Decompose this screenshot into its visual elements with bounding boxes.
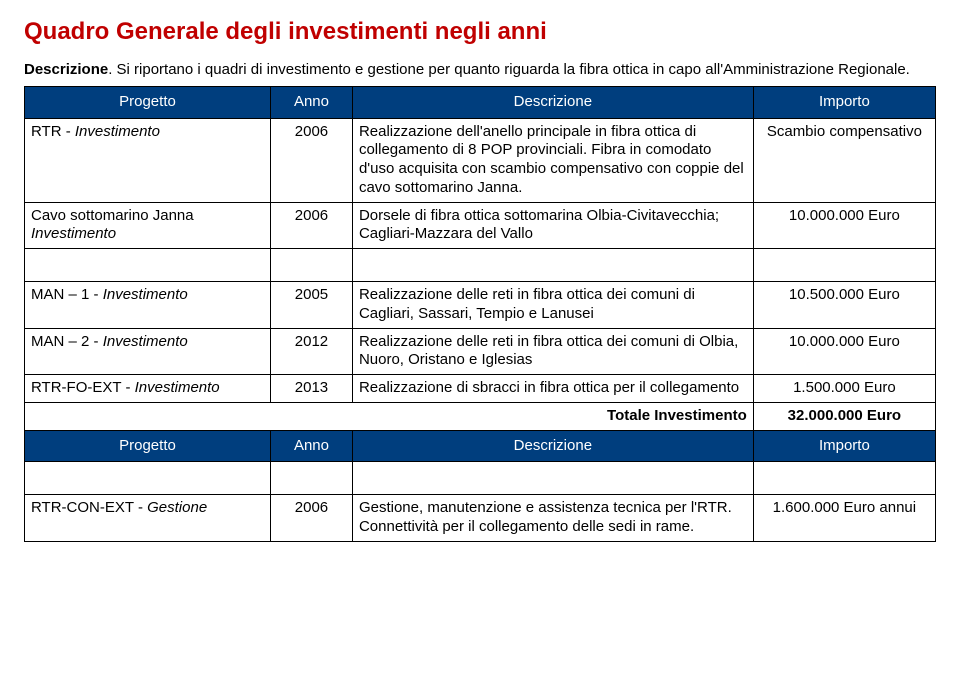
th-desc: Descrizione bbox=[352, 86, 753, 118]
progetto-italic: Investimento bbox=[31, 225, 116, 242]
total-label: Totale Investimento bbox=[25, 402, 754, 430]
th-anno: Anno bbox=[270, 86, 352, 118]
table-row: MAN – 2 - Investimento 2012 Realizzazion… bbox=[25, 328, 936, 375]
spacer-row bbox=[25, 249, 936, 282]
th2-progetto: Progetto bbox=[25, 430, 271, 462]
progetto-plain: Cavo sottomarino Janna bbox=[31, 207, 194, 224]
table-row: RTR-CON-EXT - Gestione 2006 Gestione, ma… bbox=[25, 495, 936, 542]
th-importo: Importo bbox=[753, 86, 935, 118]
cell-importo: 1.600.000 Euro annui bbox=[753, 495, 935, 542]
cell-desc: Realizzazione dell'anello principale in … bbox=[352, 118, 753, 202]
table-row: Cavo sottomarino Janna Investimento 2006… bbox=[25, 202, 936, 249]
cell-importo: 10.500.000 Euro bbox=[753, 282, 935, 329]
cell-progetto: MAN – 1 - Investimento bbox=[25, 282, 271, 329]
page-title: Quadro Generale degli investimenti negli… bbox=[24, 18, 936, 46]
description-text: . Si riportano i quadri di investimento … bbox=[108, 61, 910, 78]
cell-desc: Realizzazione di sbracci in fibra ottica… bbox=[352, 375, 753, 403]
progetto-italic: Investimento bbox=[135, 379, 220, 396]
cell-importo: 10.000.000 Euro bbox=[753, 328, 935, 375]
progetto-plain: RTR-CON-EXT - bbox=[31, 499, 147, 516]
th2-importo: Importo bbox=[753, 430, 935, 462]
total-value: 32.000.000 Euro bbox=[753, 402, 935, 430]
cell-anno: 2006 bbox=[270, 202, 352, 249]
cell-anno: 2006 bbox=[270, 495, 352, 542]
progetto-italic: Investimento bbox=[75, 123, 160, 140]
cell-importo: 10.000.000 Euro bbox=[753, 202, 935, 249]
table2-header-row: Progetto Anno Descrizione Importo bbox=[25, 430, 936, 462]
table-row: MAN – 1 - Investimento 2005 Realizzazion… bbox=[25, 282, 936, 329]
cell-desc: Dorsele di fibra ottica sottomarina Olbi… bbox=[352, 202, 753, 249]
th-progetto: Progetto bbox=[25, 86, 271, 118]
cell-progetto: RTR-CON-EXT - Gestione bbox=[25, 495, 271, 542]
progetto-italic: Investimento bbox=[103, 333, 188, 350]
spacer-row bbox=[25, 462, 936, 495]
cell-progetto: RTR - Investimento bbox=[25, 118, 271, 202]
progetto-plain: MAN – 2 - bbox=[31, 333, 103, 350]
progetto-plain: MAN – 1 - bbox=[31, 286, 103, 303]
description-label: Descrizione bbox=[24, 61, 108, 78]
cell-anno: 2006 bbox=[270, 118, 352, 202]
table-row: RTR - Investimento 2006 Realizzazione de… bbox=[25, 118, 936, 202]
progetto-italic: Gestione bbox=[147, 499, 207, 516]
table-row: RTR-FO-EXT - Investimento 2013 Realizzaz… bbox=[25, 375, 936, 403]
cell-progetto: RTR-FO-EXT - Investimento bbox=[25, 375, 271, 403]
cell-desc: Gestione, manutenzione e assistenza tecn… bbox=[352, 495, 753, 542]
th2-anno: Anno bbox=[270, 430, 352, 462]
cell-importo: Scambio compensativo bbox=[753, 118, 935, 202]
investments-table: Progetto Anno Descrizione Importo RTR - … bbox=[24, 86, 936, 542]
cell-importo: 1.500.000 Euro bbox=[753, 375, 935, 403]
progetto-italic: Investimento bbox=[103, 286, 188, 303]
cell-anno: 2012 bbox=[270, 328, 352, 375]
cell-desc: Realizzazione delle reti in fibra ottica… bbox=[352, 282, 753, 329]
page-description: Descrizione. Si riportano i quadri di in… bbox=[24, 61, 936, 80]
progetto-plain: RTR - bbox=[31, 123, 75, 140]
cell-desc: Realizzazione delle reti in fibra ottica… bbox=[352, 328, 753, 375]
cell-anno: 2013 bbox=[270, 375, 352, 403]
cell-progetto: MAN – 2 - Investimento bbox=[25, 328, 271, 375]
cell-progetto: Cavo sottomarino Janna Investimento bbox=[25, 202, 271, 249]
total-row: Totale Investimento 32.000.000 Euro bbox=[25, 402, 936, 430]
cell-anno: 2005 bbox=[270, 282, 352, 329]
th2-desc: Descrizione bbox=[352, 430, 753, 462]
table-header-row: Progetto Anno Descrizione Importo bbox=[25, 86, 936, 118]
progetto-plain: RTR-FO-EXT - bbox=[31, 379, 135, 396]
